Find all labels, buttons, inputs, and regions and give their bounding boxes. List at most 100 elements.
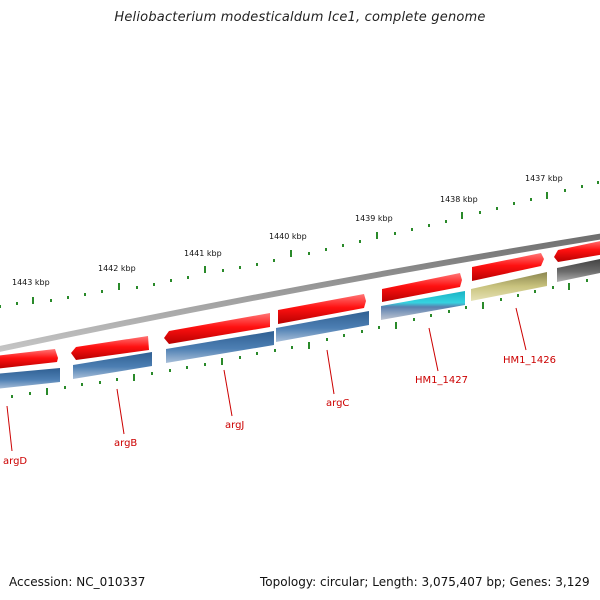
inner-tick-minor (361, 330, 363, 333)
leader-line-argB (116, 388, 125, 435)
gene-label: argD (3, 456, 27, 467)
scale-tick-minor (564, 189, 566, 192)
leader-line-argC (326, 349, 335, 395)
inner-tick-minor (448, 310, 450, 313)
inner-tick-minor (29, 392, 31, 395)
gene-arrow-forward (554, 241, 600, 262)
inner-tick-minor (413, 318, 415, 321)
gene-label: argJ (225, 420, 244, 431)
gene-label: argB (114, 438, 137, 449)
scale-tick-minor (16, 302, 18, 305)
scale-tick-minor (513, 202, 515, 205)
topology-text: Topology: circular; Length: 3,075,407 bp… (260, 575, 590, 589)
kbp-labels: 1443 kbp 1442 kbp 1441 kbp 1440 kbp 1439… (12, 174, 563, 287)
scale-tick-minor (256, 263, 258, 266)
inner-tick-minor (169, 369, 171, 372)
gene-label: HM1_1427 (415, 375, 468, 386)
gene-label: argC (326, 398, 349, 409)
scale-tick-minor (153, 283, 155, 286)
scale-tick-minor (0, 305, 1, 308)
kbp-label: 1443 kbp (12, 278, 50, 287)
gene-block-argJ (166, 331, 274, 363)
gene-block-argC (276, 311, 369, 342)
scale-tick-minor (597, 181, 599, 184)
inner-scale-ticks (11, 279, 588, 398)
inner-tick-minor (534, 290, 536, 293)
scale-tick-minor (84, 293, 86, 296)
genome-backbone (0, 233, 600, 352)
scale-tick-minor (530, 198, 532, 201)
gene-arrow-forward (164, 313, 270, 344)
gene-arrow-forward (71, 336, 149, 360)
scale-tick-minor (101, 290, 103, 293)
inner-tick-minor (326, 338, 328, 341)
outer-scale-ticks (0, 181, 599, 308)
inner-tick-minor (517, 294, 519, 297)
scale-tick-minor (136, 286, 138, 289)
scale-tick-minor (581, 185, 583, 188)
inner-tick-minor (274, 349, 276, 352)
inner-tick-minor (256, 352, 258, 355)
kbp-label: 1439 kbp (355, 214, 393, 223)
scale-tick-minor (325, 248, 327, 251)
gene-labels: argD argB argJ argC HM1_1427 HM1_1426 (3, 355, 556, 467)
inner-tick-minor (586, 279, 588, 282)
inner-tick-minor (204, 363, 206, 366)
scale-tick-minor (222, 269, 224, 272)
inner-tick-minor (552, 286, 554, 289)
inner-tick-minor (378, 326, 380, 329)
scale-tick-minor (273, 259, 275, 262)
scale-tick-minor (67, 296, 69, 299)
scale-tick-minor (428, 224, 430, 227)
gene-block-unlabeled (557, 259, 600, 282)
gene-arrow-forward (0, 349, 58, 369)
forward-strand-track (0, 241, 600, 369)
gene-block-argB (73, 352, 152, 379)
scale-tick-minor (170, 279, 172, 282)
inner-tick-minor (186, 366, 188, 369)
inner-tick-minor (430, 314, 432, 317)
kbp-label: 1442 kbp (98, 264, 136, 273)
scale-tick-minor (445, 220, 447, 223)
scale-tick-minor (496, 207, 498, 210)
leader-line-HM1_1426 (515, 307, 527, 351)
accession-text: Accession: NC_010337 (9, 575, 146, 589)
gene-label-leaders (6, 307, 527, 452)
scale-tick-minor (359, 240, 361, 243)
kbp-label: 1438 kbp (440, 195, 478, 204)
inner-tick-minor (291, 346, 293, 349)
scale-tick-minor (479, 211, 481, 214)
inner-tick-minor (116, 378, 118, 381)
inner-tick-minor (99, 381, 101, 384)
map-title: Heliobacterium modesticaldum Ice1, compl… (114, 10, 486, 25)
gene-block-argD (0, 368, 60, 389)
leader-line-HM1_1427 (428, 327, 439, 372)
scale-tick-minor (187, 276, 189, 279)
leader-line-argD (6, 405, 13, 452)
scale-tick-minor (394, 232, 396, 235)
inner-tick-minor (81, 383, 83, 386)
gene-arrow-forward (472, 253, 544, 281)
inner-tick-minor (500, 298, 502, 301)
gene-block-HM1_1426 (471, 272, 547, 301)
scale-tick-minor (308, 252, 310, 255)
inner-tick-minor (151, 372, 153, 375)
kbp-label: 1440 kbp (269, 232, 307, 241)
inner-tick-minor (343, 334, 345, 337)
gene-arrow-forward (278, 294, 366, 324)
gene-arrow-forward (382, 273, 462, 302)
kbp-label: 1441 kbp (184, 249, 222, 258)
scale-tick-minor (50, 299, 52, 302)
gene-label: HM1_1426 (503, 355, 556, 366)
leader-line-argJ (223, 369, 233, 417)
gene-block-HM1_1427 (381, 291, 465, 320)
gene-category-track (0, 259, 600, 389)
inner-tick-minor (465, 306, 467, 309)
inner-tick-minor (239, 356, 241, 359)
scale-tick-minor (239, 266, 241, 269)
scale-tick-minor (342, 244, 344, 247)
inner-tick-minor (11, 395, 13, 398)
scale-tick-minor (411, 228, 413, 231)
